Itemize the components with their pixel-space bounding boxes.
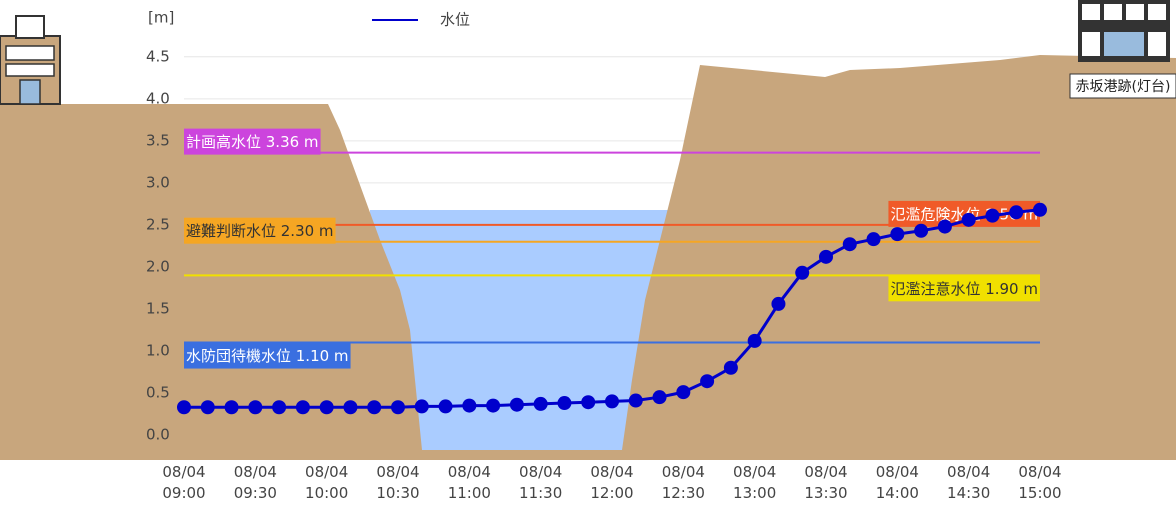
y-tick-label: 4.5 bbox=[146, 47, 170, 65]
x-tick-label: 08/04 09:00 bbox=[162, 463, 206, 502]
data-point bbox=[676, 385, 691, 400]
x-tick-label: 08/04 10:30 bbox=[376, 463, 420, 502]
y-tick-label: 4.0 bbox=[146, 89, 170, 107]
data-point bbox=[533, 396, 548, 411]
threshold: 計画高水位 3.36 m bbox=[184, 128, 1040, 155]
threshold: 水防団待機水位 1.10 m bbox=[184, 341, 1040, 369]
data-point bbox=[462, 398, 477, 413]
data-point bbox=[914, 223, 929, 238]
data-point bbox=[272, 400, 287, 415]
threshold-label: 避難判断水位 2.30 m bbox=[186, 222, 334, 240]
y-tick-label: 0.5 bbox=[146, 383, 170, 401]
data-point bbox=[343, 400, 358, 415]
threshold-label-box bbox=[184, 217, 336, 244]
data-point bbox=[391, 400, 405, 415]
x-tick-label: 08/04 12:00 bbox=[590, 463, 634, 502]
x-tick-label: 08/04 10:00 bbox=[305, 463, 349, 502]
y-tick-label: 1.5 bbox=[146, 299, 170, 317]
x-tick-label: 08/04 09:30 bbox=[233, 463, 277, 502]
data-point bbox=[795, 265, 810, 280]
x-tick-label: 08/04 11:30 bbox=[519, 463, 563, 502]
series bbox=[177, 202, 1047, 415]
annotation: 赤坂港跡(灯台) bbox=[1076, 79, 1171, 95]
y-tick-label: 0.0 bbox=[146, 425, 170, 443]
data-point bbox=[200, 400, 215, 415]
data-point bbox=[723, 360, 738, 375]
data-point bbox=[557, 396, 572, 411]
threshold-label-box bbox=[184, 342, 351, 369]
data-point bbox=[771, 296, 786, 311]
threshold-label: 水防団待機水位 1.10 m bbox=[186, 347, 349, 365]
data-point bbox=[367, 400, 382, 415]
x-tick-label: 08/04 14:00 bbox=[875, 463, 919, 502]
threshold-label-box bbox=[184, 128, 321, 155]
unit-label: [m] bbox=[148, 9, 174, 27]
data-point bbox=[486, 398, 501, 413]
school-icon bbox=[0, 15, 61, 105]
data-point bbox=[985, 208, 1000, 223]
data-point bbox=[1009, 205, 1024, 220]
data-point bbox=[319, 400, 334, 415]
data-point bbox=[819, 249, 833, 264]
data-point bbox=[842, 237, 857, 252]
data-point bbox=[224, 400, 239, 415]
x-tick-label: 08/04 13:30 bbox=[804, 463, 848, 502]
y-tick-label: 3.0 bbox=[146, 173, 170, 191]
x-tick-label: 08/04 14:30 bbox=[947, 463, 991, 502]
data-point bbox=[747, 333, 762, 348]
thresholds: 0.0 0.5 1.0 1.5 2.0 2.5 3.0 3.5 4.0 4.5 計画高水位 3.36… bbox=[146, 47, 1040, 443]
threshold: 避難判断水位 2.30 m bbox=[184, 217, 1040, 244]
y-tick-label: 3.5 bbox=[146, 131, 170, 149]
data-point bbox=[700, 374, 715, 389]
data-point bbox=[890, 227, 905, 242]
data-point bbox=[438, 399, 453, 414]
data-point bbox=[961, 212, 976, 227]
data-point bbox=[414, 399, 429, 414]
threshold-label: 計画高水位 3.36 m bbox=[186, 133, 319, 151]
x-tick-label: 08/04 15:00 bbox=[1018, 463, 1062, 502]
y-tick-label: 2.0 bbox=[146, 257, 170, 275]
data-point bbox=[509, 397, 524, 412]
data-point bbox=[581, 395, 596, 410]
data-point bbox=[628, 393, 643, 408]
data-point bbox=[652, 390, 667, 405]
data-point bbox=[1033, 202, 1047, 217]
data-point bbox=[937, 219, 952, 234]
x-tick-label: 08/04 12:30 bbox=[661, 463, 705, 502]
threshold-label-box bbox=[888, 275, 1040, 302]
y-tick-label: 1.0 bbox=[146, 341, 170, 359]
data-point bbox=[295, 400, 310, 415]
y-tick-label: 2.5 bbox=[146, 215, 170, 233]
legend-label: 水位 bbox=[440, 11, 470, 29]
threshold-label: 氾濫注意水位 1.90 m bbox=[890, 280, 1038, 298]
x-tick-label: 08/04 13:00 bbox=[733, 463, 777, 502]
data-point bbox=[866, 232, 881, 247]
threshold: 氾濫注意水位 1.90 m bbox=[184, 274, 1040, 302]
x-tick-label: 08/04 11:00 bbox=[447, 463, 491, 502]
data-point bbox=[177, 400, 191, 415]
data-point bbox=[248, 400, 263, 415]
lighthouse-icon bbox=[1069, 0, 1176, 99]
data-point bbox=[605, 394, 619, 409]
threshold-label: 氾濫危険水位 2.50 m bbox=[890, 205, 1038, 223]
